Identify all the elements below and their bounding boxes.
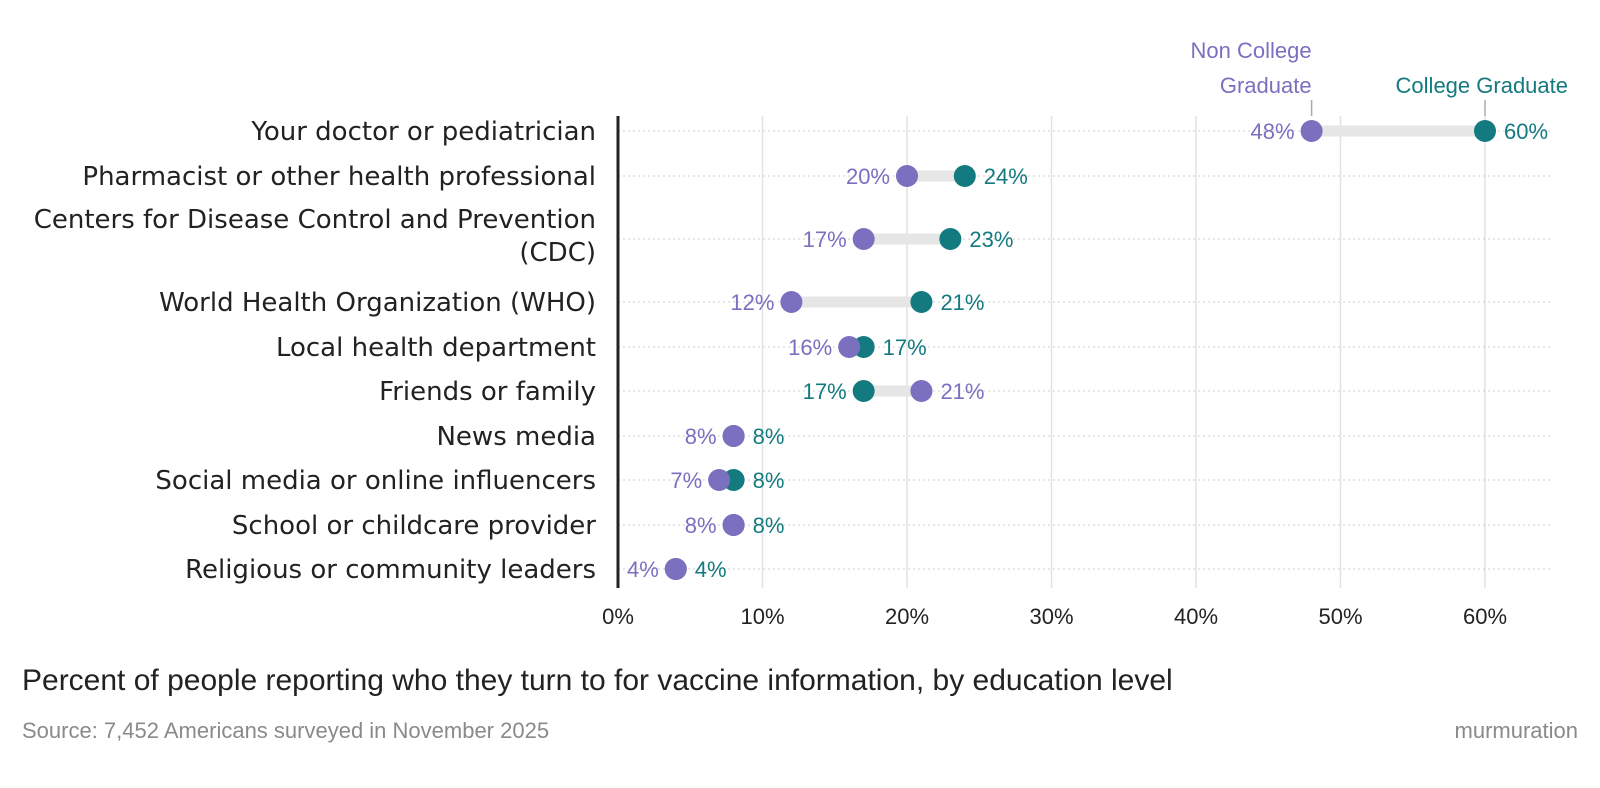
dumbbell-chart: 0% 10% 20% 30% 40% 50% 60% Your doctor or pedia… [34, 38, 1568, 629]
value-label-college-3: 21% [940, 290, 984, 315]
category-label-5: Friends or family [379, 377, 596, 407]
legend-non-college-line-1: Non College [1191, 38, 1312, 63]
dot-college-2 [939, 228, 962, 250]
category-label-7: Social media or online influencers [155, 466, 596, 496]
value-label-non-college-5: 21% [940, 379, 984, 404]
value-label-college-2: 23% [969, 227, 1013, 252]
value-label-non-college-7: 7% [670, 468, 702, 493]
value-label-non-college-3: 12% [730, 290, 774, 315]
dot-college-1 [953, 165, 976, 187]
value-label-non-college-8: 8% [685, 513, 717, 538]
dot-non-college-0 [1300, 120, 1323, 142]
category-label-4: Local health department [276, 333, 596, 363]
dot-college-3 [910, 291, 933, 313]
chart-source: Source: 7,452 Americans surveyed in Nove… [22, 718, 550, 743]
value-label-non-college-1: 20% [846, 164, 890, 189]
category-label-9: Religious or community leaders [185, 555, 596, 585]
dot-non-college-7 [708, 469, 731, 491]
dot-non-college-3 [780, 291, 803, 313]
legend-non-college-line-2: Graduate [1220, 73, 1312, 98]
category-label-1: Pharmacist or other health professional [82, 162, 596, 192]
brand-logo-text: murmuration [1454, 718, 1578, 743]
x-tick-label-1: 10% [740, 604, 784, 629]
x-tick-label-3: 30% [1029, 604, 1073, 629]
dot-non-college-5 [910, 380, 933, 402]
value-label-college-6: 8% [753, 424, 785, 449]
category-label-6: News media [436, 422, 596, 452]
category-label-3: World Health Organization (WHO) [159, 288, 596, 318]
value-label-college-0: 60% [1504, 119, 1548, 144]
dot-non-college-1 [896, 165, 918, 187]
x-tick-label-4: 40% [1174, 604, 1218, 629]
value-label-college-8: 8% [753, 513, 785, 538]
dot-non-college-9 [664, 558, 687, 580]
chart-title: Percent of people reporting who they tur… [22, 664, 1173, 697]
dot-college-5 [852, 380, 875, 402]
value-label-college-1: 24% [984, 164, 1028, 189]
dot-non-college-6 [722, 425, 745, 447]
category-label-2-line-2: (CDC) [519, 238, 596, 268]
value-label-non-college-9: 4% [627, 557, 659, 582]
value-label-non-college-2: 17% [803, 227, 847, 252]
category-label-8: School or childcare provider [232, 511, 596, 541]
legend-college: College Graduate [1396, 73, 1568, 98]
dot-non-college-4 [838, 336, 861, 358]
value-label-non-college-4: 16% [788, 335, 832, 360]
category-label-0: Your doctor or pediatrician [250, 117, 596, 147]
dot-non-college-2 [852, 228, 875, 250]
x-tick-label-6: 60% [1463, 604, 1507, 629]
value-label-college-4: 17% [883, 335, 927, 360]
x-tick-label-2: 20% [885, 604, 929, 629]
value-label-non-college-6: 8% [685, 424, 717, 449]
value-label-college-5: 17% [803, 379, 847, 404]
dot-non-college-8 [722, 514, 745, 536]
value-label-college-7: 8% [753, 468, 785, 493]
category-label-2-line-1: Centers for Disease Control and Preventi… [34, 205, 596, 235]
x-tick-label-5: 50% [1318, 604, 1362, 629]
value-label-non-college-0: 48% [1251, 119, 1295, 144]
x-tick-label-0: 0% [602, 604, 634, 629]
value-label-college-9: 4% [695, 557, 727, 582]
dot-college-0 [1474, 120, 1496, 142]
